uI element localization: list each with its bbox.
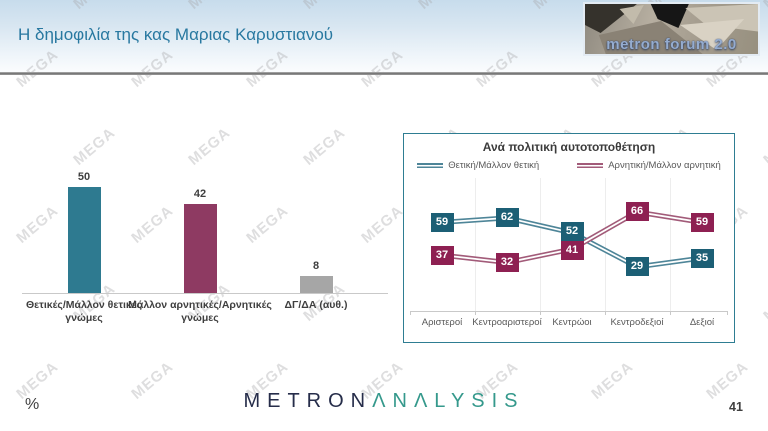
x-axis-line (22, 293, 388, 294)
metron-analysis-logo: METRONΛNΛLYSIS (243, 390, 524, 413)
data-point-label: 66 (625, 202, 649, 222)
watermark-text: MEGA (760, 124, 768, 169)
data-point-label: 59 (690, 212, 714, 232)
data-point-label: 29 (625, 257, 649, 277)
data-point-label: 41 (560, 240, 584, 260)
category-label: Κεντροαριστεροί (472, 317, 542, 328)
category-label: Δεξιοί (689, 317, 715, 328)
axis-tick (410, 311, 411, 315)
gridline (669, 178, 671, 311)
data-point-label: 62 (495, 208, 519, 228)
metron-analysis-logo-metron: METRON (243, 390, 373, 412)
political-line-chart: Ανά πολιτική αυτοτοποθέτηση Θετική/Μάλλο… (403, 133, 735, 343)
metron-forum-logo: metron forum 2.0 (583, 2, 760, 56)
axis-tick (727, 311, 728, 315)
watermark-text: MEGA (703, 358, 752, 403)
watermark-text: MEGA (588, 358, 637, 403)
watermark-text: MEGA (760, 280, 768, 325)
legend-label-negative: Αρνητική/Μάλλον αρνητική (608, 160, 721, 171)
legend-item-negative: Αρνητική/Μάλλον αρνητική (577, 160, 721, 171)
legend-item-positive: Θετική/Μάλλον θετική (417, 160, 539, 171)
metron-analysis-logo-analysis: ΛNΛLYSIS (372, 390, 525, 412)
gridline (604, 178, 606, 311)
bar-category-label: Θετικές/Μάλλον θετικές γνώμες (26, 299, 142, 325)
line-chart-legend: Θετική/Μάλλον θετική Αρνητική/Μάλλον αρν… (404, 160, 734, 171)
page-number: 41 (729, 400, 743, 414)
watermark-text: MEGA (128, 358, 177, 403)
bar-category-label: Μάλλον αρνητικές/Αρνητικές γνώμες (128, 299, 272, 325)
percent-unit-note: % (25, 396, 40, 413)
category-label: Αριστεροί (421, 317, 463, 328)
metron-forum-logo-text: metron forum 2.0 (606, 36, 737, 53)
legend-line-swatch-positive (417, 163, 444, 168)
axis-tick (669, 311, 671, 315)
bar (183, 204, 217, 293)
gridline (539, 178, 541, 311)
header-divider (0, 72, 768, 75)
bar (299, 276, 333, 293)
data-point-label: 32 (495, 252, 519, 272)
category-label: Κεντρώοι (552, 317, 592, 328)
bar-category-label: ΔΓ/ΔΑ (αυθ.) (284, 299, 348, 311)
bar-value-label: 42 (193, 188, 207, 200)
axis-tick (474, 311, 476, 315)
axis-tick (539, 311, 541, 315)
legend-label-positive: Θετική/Μάλλον θετική (448, 160, 540, 171)
watermark-text: MEGA (0, 280, 4, 325)
data-point-label: 52 (560, 221, 584, 241)
x-axis-line (410, 311, 728, 312)
data-point-label: 37 (430, 245, 454, 265)
category-label: Κεντροδεξιοί (610, 317, 664, 328)
popularity-bar-chart: 50 Θετικές/Μάλλον θετικές γνώμες 42 Μάλλον … (20, 140, 390, 330)
bar-value-label: 8 (312, 260, 320, 272)
watermark-text: MEGA (0, 124, 4, 169)
page-title: Η δημοφιλία της κας Μαριας Καρυστιανού (18, 25, 334, 44)
data-point-label: 59 (430, 212, 454, 232)
data-point-label: 35 (690, 248, 714, 268)
bar (67, 187, 101, 293)
gridline (474, 178, 476, 311)
bar-value-label: 50 (77, 171, 91, 183)
legend-line-swatch-negative (577, 163, 604, 168)
axis-tick (604, 311, 606, 315)
line-chart-title: Ανά πολιτική αυτοτοποθέτηση (482, 140, 656, 154)
